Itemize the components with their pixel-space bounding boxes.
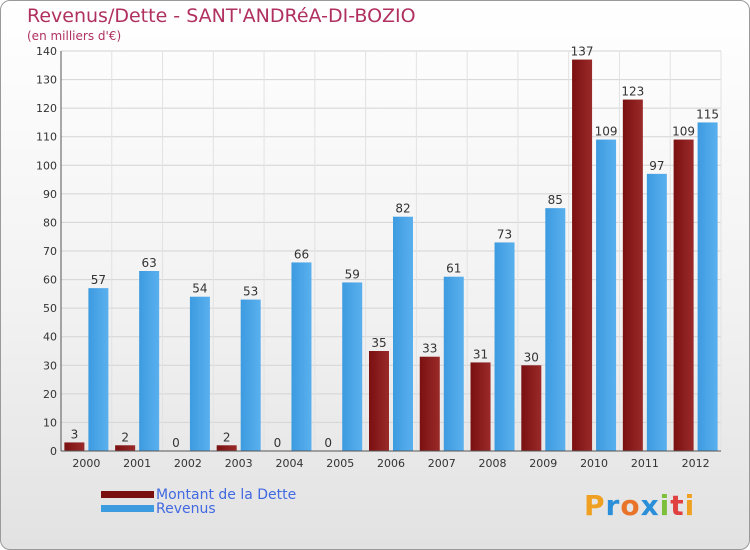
- y-tick-label: 70: [43, 245, 57, 258]
- logo-letter: t: [670, 489, 685, 522]
- y-tick-label: 90: [43, 188, 57, 201]
- bar-dette-2010: [572, 59, 593, 451]
- y-tick-label: 140: [36, 45, 57, 58]
- x-tick-label: 2001: [123, 457, 151, 470]
- data-label-revenus: 109: [595, 125, 618, 139]
- bar-revenus-2012: [697, 122, 718, 451]
- x-tick-label: 2004: [275, 457, 303, 470]
- x-tick-label: 2005: [326, 457, 354, 470]
- bar-revenus-2003: [240, 299, 261, 451]
- x-tick-label: 2007: [428, 457, 456, 470]
- logo-letter: i: [684, 489, 696, 522]
- legend-label-revenus: Revenus: [156, 501, 216, 517]
- logo-letter: i: [659, 489, 671, 522]
- y-tick-label: 0: [50, 445, 57, 458]
- grid-lines: [60, 50, 722, 452]
- data-labels: 3 57 2 63 0 54 2 53 0 66 0 59 35 82 33 61 31 73 30 85 137 109…: [71, 45, 720, 450]
- bar-revenus-2010: [596, 139, 617, 452]
- x-tick-label: 2006: [377, 457, 405, 470]
- bar-dette-2012: [673, 139, 694, 452]
- legend-swatch-revenus: [101, 505, 154, 512]
- logo-letter: o: [620, 489, 641, 522]
- data-label-revenus: 82: [395, 202, 410, 216]
- y-tick-label: 130: [36, 74, 57, 87]
- y-axis-ticks: 0 10 20 30 40 50 60 70 80 90 100 110 120 130 140: [36, 45, 57, 458]
- x-tick-label: 2010: [580, 457, 608, 470]
- y-tick-label: 80: [43, 216, 57, 229]
- x-tick-label: 2009: [529, 457, 557, 470]
- data-label-revenus: 63: [142, 256, 157, 270]
- logo-letter: r: [605, 489, 621, 522]
- data-label-dette: 0: [274, 436, 282, 450]
- bar-dette-2003: [216, 445, 237, 451]
- y-tick-label: 110: [36, 131, 57, 144]
- bar-dette-2000: [64, 442, 85, 451]
- x-tick-label: 2003: [225, 457, 253, 470]
- y-tick-label: 50: [43, 302, 57, 315]
- bar-dette-2001: [115, 445, 136, 451]
- chart-title: Revenus/Dette - SANT'ANDRéA-DI-BOZIO: [27, 5, 416, 27]
- x-axis-ticks: 2000 2001 2002 2003 2004 2005 2006 2007 2008 2009…: [72, 457, 709, 470]
- data-label-revenus: 97: [649, 159, 664, 173]
- bar-dette-2009: [521, 365, 542, 451]
- data-label-revenus: 61: [446, 262, 461, 276]
- data-label-revenus: 66: [294, 247, 309, 261]
- data-label-revenus: 59: [345, 267, 360, 281]
- bar-dette-2008: [470, 362, 491, 451]
- data-label-revenus: 53: [243, 285, 258, 299]
- bar-revenus-2005: [342, 282, 363, 451]
- data-label-dette: 123: [621, 85, 644, 99]
- y-tick-label: 30: [43, 359, 57, 372]
- data-label-dette: 0: [324, 436, 332, 450]
- data-label-dette: 137: [571, 45, 594, 59]
- data-label-dette: 35: [371, 336, 386, 350]
- bar-revenus-2007: [443, 276, 464, 451]
- logo-letter: P: [584, 489, 606, 522]
- y-tick-label: 100: [36, 159, 57, 172]
- axes: [60, 51, 721, 452]
- data-label-dette: 2: [121, 430, 129, 444]
- bars: [64, 59, 718, 452]
- data-label-revenus: 57: [91, 273, 106, 287]
- bar-dette-2011: [622, 99, 643, 452]
- bar-revenus-2004: [291, 262, 312, 451]
- bar-revenus-2001: [139, 271, 160, 451]
- data-label-dette: 109: [672, 125, 695, 139]
- y-tick-label: 20: [43, 388, 57, 401]
- data-label-dette: 2: [223, 430, 231, 444]
- bar-revenus-2006: [393, 216, 413, 451]
- bar-revenus-2009: [545, 208, 566, 451]
- data-label-dette: 31: [473, 347, 488, 361]
- x-tick-label: 2012: [682, 457, 710, 470]
- y-tick-label: 40: [43, 331, 57, 344]
- x-tick-label: 2008: [479, 457, 507, 470]
- data-label-revenus: 73: [497, 227, 512, 241]
- legend-label-dette: Montant de la Dette: [156, 487, 297, 503]
- data-label-revenus: 85: [548, 193, 563, 207]
- data-label-dette: 30: [524, 350, 539, 364]
- data-label-dette: 33: [422, 342, 437, 356]
- data-label-revenus: 115: [696, 107, 719, 121]
- bar-dette-2006: [369, 351, 389, 451]
- data-label-dette: 3: [71, 427, 79, 441]
- chart-subtitle: (en milliers d'€): [27, 29, 122, 43]
- data-label-dette: 0: [172, 436, 180, 450]
- bar-revenus-2000: [88, 288, 109, 451]
- bar-revenus-2011: [646, 173, 667, 451]
- x-tick-label: 2011: [631, 457, 659, 470]
- y-tick-label: 10: [43, 416, 57, 429]
- bar-revenus-2002: [189, 296, 210, 451]
- proxiti-logo: Proxiti: [584, 489, 695, 522]
- x-tick-label: 2002: [174, 457, 202, 470]
- logo-letter: x: [640, 489, 660, 522]
- bar-revenus-2008: [494, 242, 515, 451]
- bar-dette-2007: [419, 356, 440, 451]
- data-label-revenus: 54: [192, 282, 207, 296]
- x-tick-label: 2000: [72, 457, 100, 470]
- y-tick-label: 60: [43, 274, 57, 287]
- y-tick-label: 120: [36, 102, 57, 115]
- legend-swatch-dette: [101, 491, 154, 498]
